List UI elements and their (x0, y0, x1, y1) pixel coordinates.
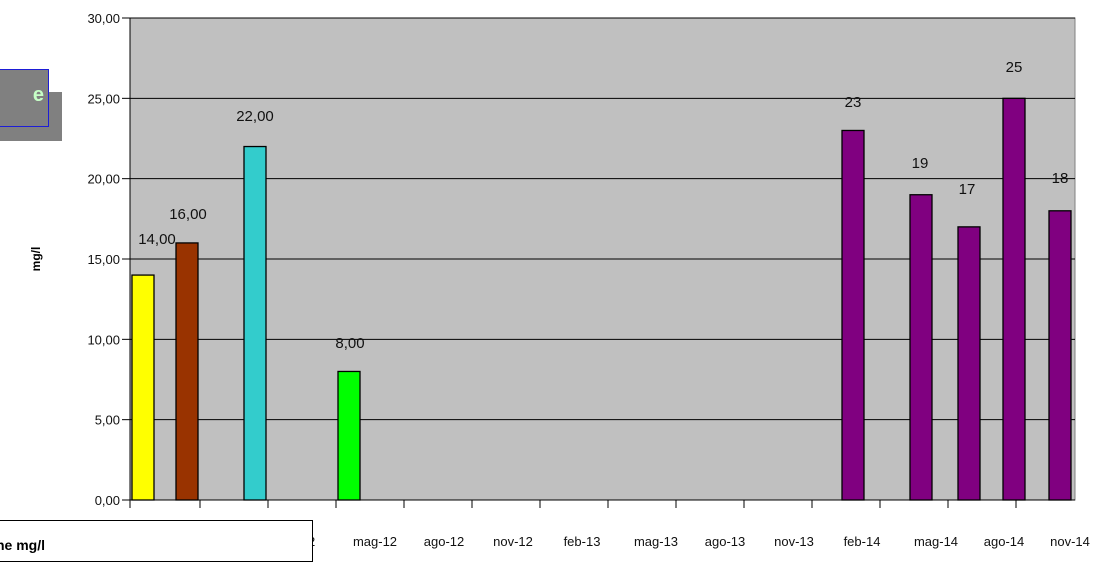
bar (1002, 97, 1026, 501)
y-tick-label: 5,00 (95, 413, 120, 428)
chart-title: e (32, 84, 44, 106)
bar (175, 242, 199, 501)
x-tick-label: nov-13 (774, 534, 814, 549)
axes (122, 17, 1075, 508)
data-label: 16,00 (169, 206, 207, 223)
bar (841, 129, 865, 501)
bar (337, 370, 361, 501)
y-tick-label: 30,00 (87, 11, 120, 26)
x-tick-label: mag-13 (634, 534, 678, 549)
data-label: 17 (959, 181, 976, 198)
legend-label: ne mg/l (0, 537, 46, 553)
data-label: 22,00 (236, 108, 274, 125)
chart-title-box: e (0, 69, 49, 127)
x-tick-label: ago-13 (705, 534, 745, 549)
x-tick-label: ago-14 (984, 534, 1024, 549)
y-tick-label: 20,00 (87, 172, 120, 187)
x-tick-label: ago-12 (424, 534, 464, 549)
data-label: 25 (1006, 59, 1023, 76)
data-label: 19 (912, 155, 929, 172)
data-label: 14,00 (138, 231, 176, 248)
x-tick-label: nov-12 (493, 534, 533, 549)
x-tick-label: mag-12 (353, 534, 397, 549)
x-tick-label: nov-14 (1050, 534, 1090, 549)
x-tick-label: feb-13 (564, 534, 601, 549)
y-tick-label: 10,00 (87, 332, 120, 347)
y-tick-label: 15,00 (87, 252, 120, 267)
x-tick-label: mag-14 (914, 534, 958, 549)
bar (243, 145, 267, 501)
bar (957, 226, 981, 501)
y-axis-title: mg/l (29, 247, 43, 272)
y-tick-label: 25,00 (87, 91, 120, 106)
data-label: 8,00 (335, 335, 364, 352)
bar (131, 274, 155, 501)
x-tick-label: feb-14 (844, 534, 881, 549)
bar (909, 194, 933, 501)
data-label: 18 (1052, 170, 1069, 187)
bars (131, 97, 1072, 501)
data-label: 23 (845, 94, 862, 111)
y-tick-label: 0,00 (95, 493, 120, 508)
bar (1048, 210, 1072, 501)
legend: ne mg/l (0, 520, 313, 562)
